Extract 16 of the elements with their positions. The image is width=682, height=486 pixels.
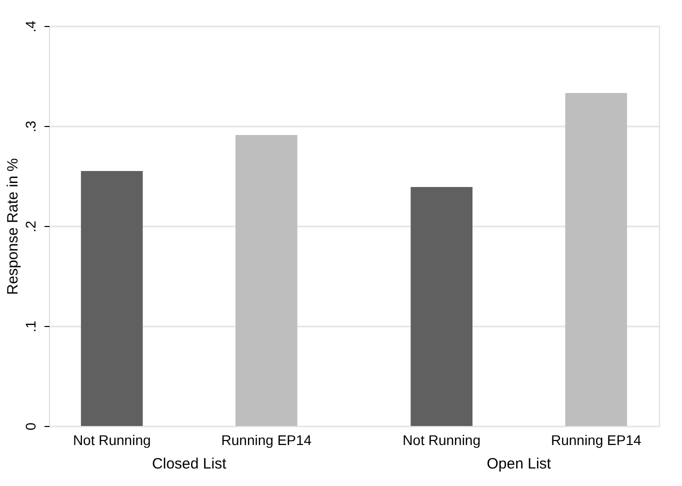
x-tick-label: Closed List <box>152 456 228 472</box>
y-tick-label: .2 <box>22 220 38 232</box>
bar <box>410 187 472 426</box>
y-axis-title: Response Rate in % <box>4 158 22 295</box>
bar <box>565 93 628 426</box>
x-tick-label: Open List <box>486 456 552 472</box>
series-label: Running EP14 <box>221 432 312 448</box>
text: Not Running <box>72 432 151 448</box>
bar <box>236 135 298 426</box>
series-label: Not Running <box>402 432 480 448</box>
y-tick-label: 0 <box>22 422 38 430</box>
text: Running EP14 <box>550 432 642 448</box>
y-tick-label: .1 <box>22 320 38 332</box>
bar <box>80 171 143 426</box>
y-tick-label: .3 <box>22 120 38 132</box>
y-tick-label: .4 <box>22 20 38 32</box>
